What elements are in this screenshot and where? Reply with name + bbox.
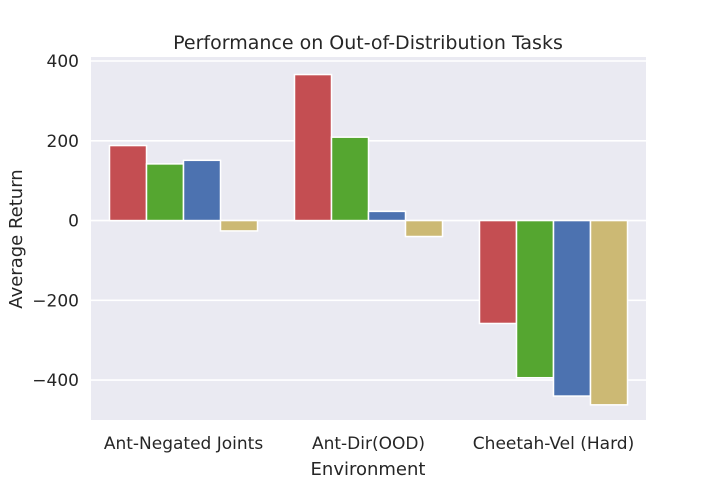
bar-3-3 [552,219,592,397]
y-tick-label: 200 [47,132,79,152]
bar-3-1 [182,159,222,222]
bar-1-1 [108,144,148,222]
bar-4-2 [404,219,444,238]
y-tick-label: −200 [32,291,79,311]
bar-3-2 [367,210,407,222]
y-tick-label: 400 [47,52,79,72]
y-axis-title: Average Return [6,169,27,308]
bar-4-3 [589,219,629,406]
chart-title: Performance on Out-of-Distribution Tasks [173,32,563,54]
y-tick-label: −400 [32,371,79,391]
x-tick-label: Cheetah-Vel (Hard) [473,434,634,454]
x-tick-labels: Ant-Negated Joints Ant-Dir(OOD) Cheetah-Ve… [104,434,634,454]
bar-2-3 [515,219,555,379]
x-tick-label: Ant-Negated Joints [104,434,263,454]
x-axis-title: Environment [311,459,426,480]
x-tick-label: Ant-Dir(OOD) [312,434,425,454]
y-tick-label: 0 [68,212,79,232]
bar-2-2 [330,136,370,222]
bars [108,73,629,406]
y-tick-labels: 400 200 0 −200 −400 [32,52,79,391]
bar-2-1 [145,163,185,222]
bar-1-2 [293,73,333,222]
bar-4-1 [219,219,259,232]
bar-1-3 [478,219,518,325]
